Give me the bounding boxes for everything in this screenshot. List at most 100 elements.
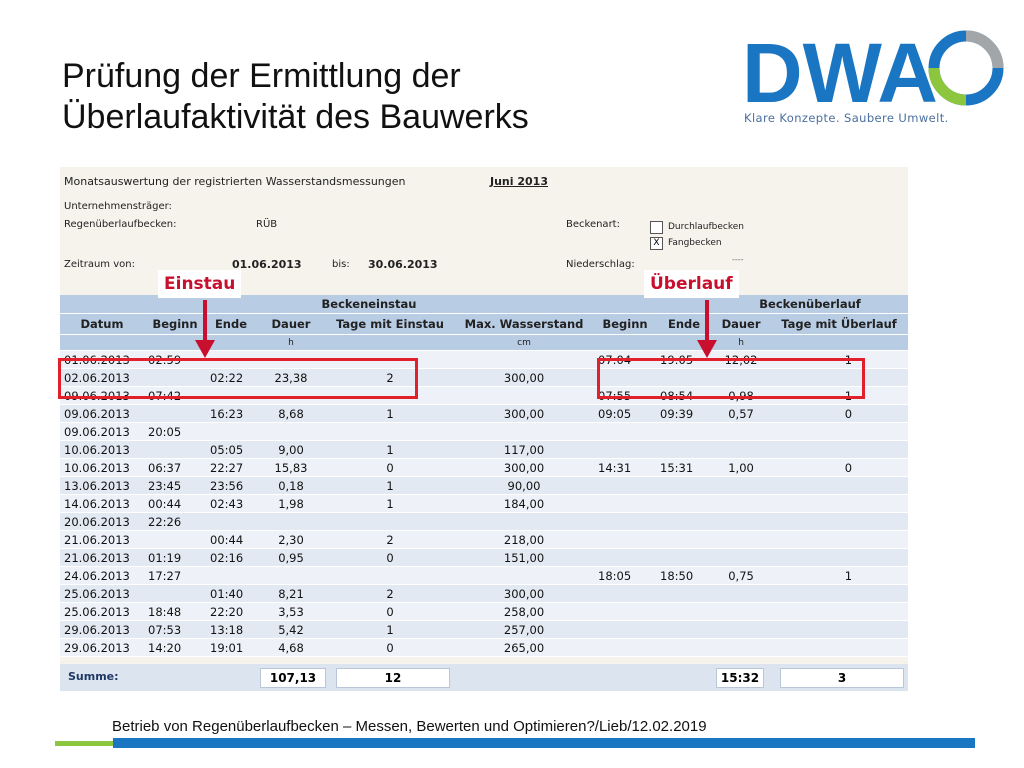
- cell-dauer: [256, 386, 326, 405]
- cell-ende2: [656, 512, 713, 531]
- cell-tage2: [770, 476, 909, 495]
- basin-value: RÜB: [256, 219, 278, 230]
- cell-maxws: [454, 386, 595, 405]
- cell-ende: 01:40: [206, 584, 256, 603]
- cell-dauer2: [712, 368, 771, 387]
- cell-beginn: 00:44: [144, 494, 206, 513]
- cell-dauer2: 0,98: [712, 386, 771, 405]
- cell-dauer: 0,18: [256, 476, 326, 495]
- cell-ende: 02:22: [206, 368, 256, 387]
- cell-ende: 00:44: [206, 530, 256, 549]
- summary-dauer-total: 107,13: [260, 668, 326, 688]
- cell-dauer: 5,42: [256, 620, 326, 639]
- fangbecken-checkbox[interactable]: X: [650, 237, 663, 250]
- cell-maxws: 300,00: [454, 404, 595, 423]
- cell-datum: 01.06.2013: [60, 350, 144, 369]
- cell-datum: 21.06.2013: [60, 530, 144, 549]
- cell-dauer: 8,68: [256, 404, 326, 423]
- precip-label: Niederschlag:: [566, 259, 635, 270]
- cell-ende2: [656, 638, 713, 657]
- cell-beginn2: [594, 494, 657, 513]
- cell-ende: [206, 386, 256, 405]
- col-beginn: Beginn: [144, 313, 206, 335]
- cell-ende2: [656, 476, 713, 495]
- cell-maxws: 265,00: [454, 638, 595, 657]
- cell-maxws: 90,00: [454, 476, 595, 495]
- cell-ende: 02:16: [206, 548, 256, 567]
- cell-datum: 25.06.2013: [60, 602, 144, 621]
- table-row: 29.06.2013 07:53 13:18 5,42 1 257,00: [60, 620, 909, 639]
- cell-tage: 2: [326, 530, 454, 549]
- cell-ende2: [656, 530, 713, 549]
- cell-tage: 1: [326, 440, 454, 459]
- cell-ende2: 18:50: [656, 566, 713, 585]
- cell-dauer2: [712, 530, 771, 549]
- slide-title-line1: Prüfung der Ermittlung der: [62, 57, 461, 95]
- table-row: 25.06.2013 01:40 8,21 2 300,00: [60, 584, 909, 603]
- cell-datum: 02.06.2013: [60, 368, 144, 387]
- cell-ende2: [656, 602, 713, 621]
- cell-dauer: 1,98: [256, 494, 326, 513]
- cell-ende2: [656, 422, 713, 441]
- cell-beginn2: 07:55: [594, 386, 657, 405]
- cell-beginn: 23:45: [144, 476, 206, 495]
- cell-beginn2: 18:05: [594, 566, 657, 585]
- cell-beginn2: [594, 638, 657, 657]
- cell-beginn2: [594, 530, 657, 549]
- cell-tage2: [770, 584, 909, 603]
- fangbecken-label: Fangbecken: [668, 238, 722, 248]
- footer-bar-green: [55, 741, 113, 746]
- table-row: 20.06.2013 22:26: [60, 512, 909, 531]
- cell-beginn: [144, 584, 206, 603]
- cell-dauer2: [712, 548, 771, 567]
- cell-tage: [326, 512, 454, 531]
- cell-ende: 16:23: [206, 404, 256, 423]
- summary-row: Summe: 107,13 12 15:32 3: [60, 664, 908, 691]
- cell-maxws: 258,00: [454, 602, 595, 621]
- cell-beginn2: [594, 422, 657, 441]
- cell-maxws: [454, 422, 595, 441]
- cell-maxws: 151,00: [454, 548, 595, 567]
- cell-datum: 09.06.2013: [60, 422, 144, 441]
- durchlaufbecken-checkbox[interactable]: [650, 221, 663, 234]
- ueberlauf-arrow: [697, 300, 717, 358]
- cell-beginn: 14:20: [144, 638, 206, 657]
- cell-maxws: [454, 350, 595, 369]
- einstau-arrow: [195, 300, 215, 358]
- cell-beginn: 07:42: [144, 386, 206, 405]
- summary-dauer2-total: 15:32: [716, 668, 764, 688]
- cell-datum: 13.06.2013: [60, 476, 144, 495]
- cell-beginn: [144, 404, 206, 423]
- cell-ende2: 09:39: [656, 404, 713, 423]
- period-to: 30.06.2013: [368, 258, 438, 271]
- cell-tage2: [770, 494, 909, 513]
- col-tage-ueberlauf: Tage mit Überlauf: [770, 313, 909, 335]
- cell-tage2: [770, 422, 909, 441]
- einstau-callout: Einstau: [158, 270, 242, 298]
- cell-datum: 24.06.2013: [60, 566, 144, 585]
- table-row: 14.06.2013 00:44 02:43 1,98 1 184,00: [60, 494, 909, 513]
- cell-ende2: [656, 368, 713, 387]
- table-row: 09.06.2013 16:23 8,68 1 300,00 09:05 09:39 0,57…: [60, 404, 909, 423]
- cell-beginn: [144, 530, 206, 549]
- logo-tagline: Klare Konzepte. Saubere Umwelt.: [744, 111, 949, 125]
- cell-tage: 2: [326, 584, 454, 603]
- cell-beginn2: [594, 476, 657, 495]
- cell-beginn2: [594, 512, 657, 531]
- cell-dauer2: [712, 440, 771, 459]
- cell-ende2: [656, 584, 713, 603]
- table-row: 21.06.2013 00:44 2,30 2 218,00: [60, 530, 909, 549]
- table-row: 09.06.2013 07:42 07:55 08:54 0,98 1: [60, 386, 909, 405]
- summary-tage2-total: 3: [780, 668, 904, 688]
- cell-dauer2: [712, 422, 771, 441]
- summary-label: Summe:: [68, 670, 119, 683]
- col-datum: Datum: [60, 313, 144, 335]
- einstau-highlight-box: [58, 358, 418, 399]
- cell-tage: 1: [326, 476, 454, 495]
- cell-beginn: [144, 368, 206, 387]
- cell-tage: 2: [326, 368, 454, 387]
- period-from: 01.06.2013: [232, 258, 302, 271]
- cell-dauer: 4,68: [256, 638, 326, 657]
- cell-datum: 21.06.2013: [60, 548, 144, 567]
- cell-dauer2: [712, 638, 771, 657]
